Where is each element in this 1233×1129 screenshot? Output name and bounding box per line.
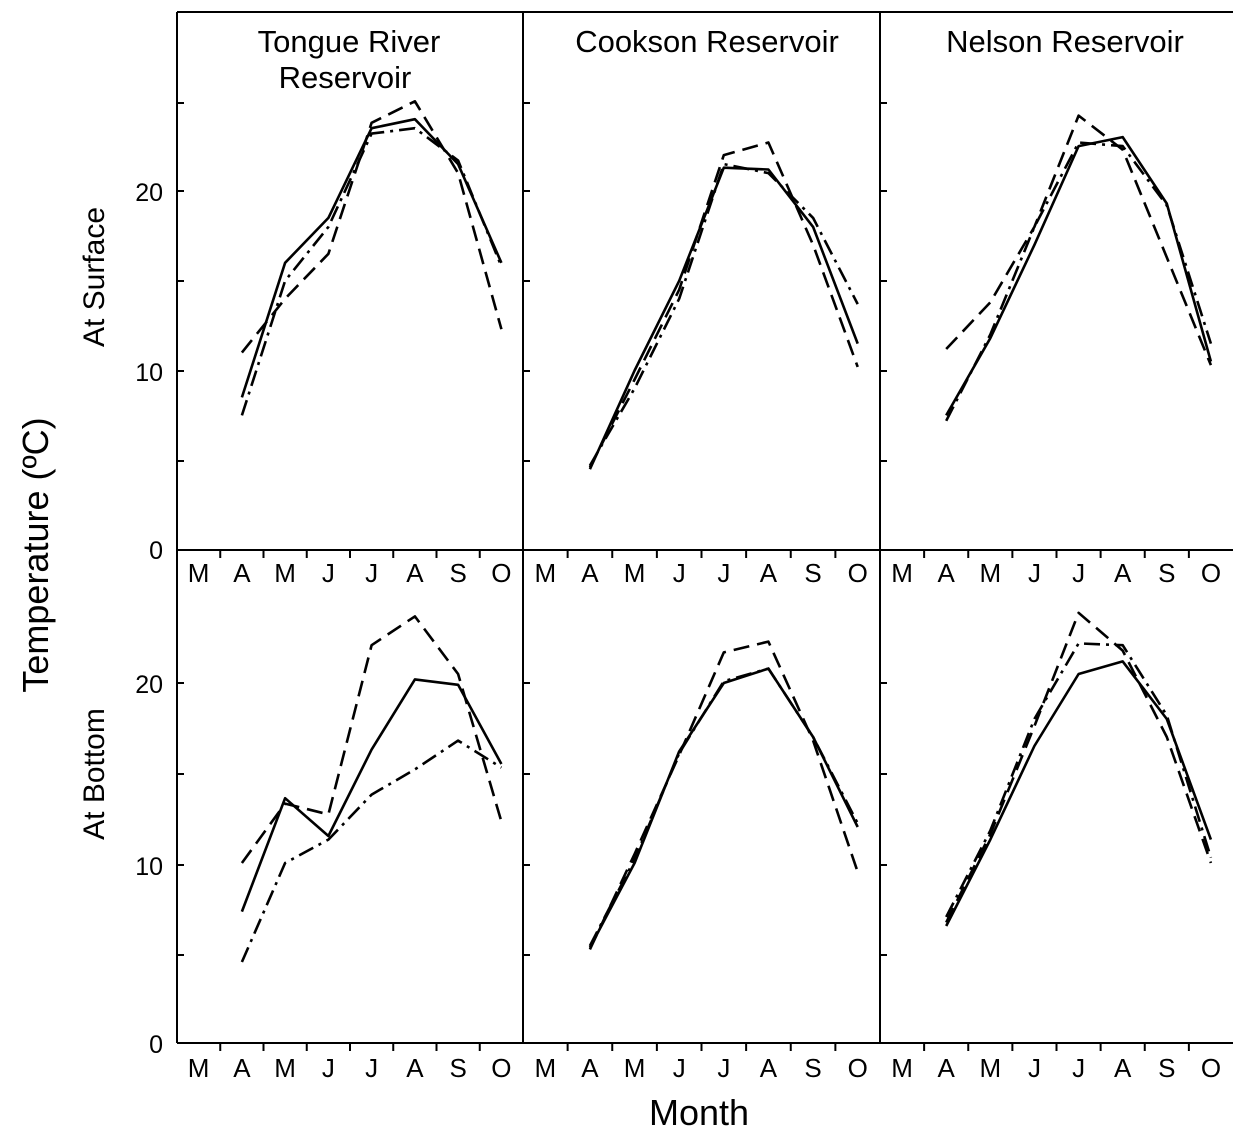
series-line-dash-dot (945, 141, 1213, 422)
panel-title-cookson: Cookson Reservoir (575, 24, 839, 59)
series-line-solid (588, 166, 859, 470)
labels: M A M J J A S O M A M J J A S O M A M J J A S OM A M J J A S O M A M J J A S O… (188, 558, 1221, 1083)
month-tick-label: O (491, 1053, 511, 1083)
month-tick-label: A (760, 558, 778, 588)
series-line-solid (240, 117, 503, 398)
month-tick-label: M (624, 558, 646, 588)
month-tick-label: M (624, 1053, 646, 1083)
month-tick-label: J (1028, 558, 1041, 588)
month-tick-label: J (365, 558, 378, 588)
series-line-solid (945, 660, 1213, 927)
month-tick-label: M (979, 1053, 1001, 1083)
series-line-dash-dot (588, 162, 859, 467)
month-tick-label: J (717, 1053, 730, 1083)
month-tick-label: J (717, 558, 730, 588)
month-tick-label: M (891, 1053, 913, 1083)
series-line-dash-dot (588, 667, 859, 947)
panel-title-tongue-line1: Tongue River (258, 24, 441, 59)
month-tick-label: A (406, 1053, 424, 1083)
y-axis-label: Temperature (ºC) (15, 417, 56, 692)
y-tick-label-bottom-0: 0 (149, 1031, 163, 1059)
month-tick-label: S (1158, 1053, 1175, 1083)
month-tick-label: S (804, 558, 821, 588)
series-lines (240, 100, 1213, 963)
month-tick-label: O (848, 558, 868, 588)
series-line-dashed (240, 615, 503, 864)
month-tick-label: A (406, 558, 424, 588)
month-tick-label: S (804, 1053, 821, 1083)
month-tick-label: A (938, 1053, 956, 1083)
month-tick-label: A (233, 558, 251, 588)
month-tick-label: J (1028, 1053, 1041, 1083)
y-tick-label-bottom-10: 10 (135, 853, 163, 881)
series-line-dashed (240, 100, 503, 354)
month-tick-label: M (274, 1053, 296, 1083)
month-tick-label: O (1201, 1053, 1221, 1083)
month-tick-label: J (322, 558, 335, 588)
series-line-dashed (945, 611, 1213, 923)
series-line-dash-dot (240, 126, 503, 416)
row-label-bottom: At Bottom (78, 708, 111, 840)
month-tick-label: S (1158, 558, 1175, 588)
month-tick-label: A (233, 1053, 251, 1083)
series-line-solid (588, 667, 859, 949)
month-tick-label: M (188, 558, 210, 588)
month-tick-label: M (534, 558, 556, 588)
y-tick-label-surface-10: 10 (135, 359, 163, 387)
series-line-solid (945, 135, 1213, 417)
month-tick-label: O (491, 558, 511, 588)
panel-title-nelson: Nelson Reservoir (946, 24, 1184, 59)
series-line-dashed (588, 141, 859, 468)
month-tick-label: J (673, 558, 686, 588)
month-tick-label: J (1072, 558, 1085, 588)
month-tick-label: J (673, 1053, 686, 1083)
series-line-dash-dot (240, 739, 503, 963)
month-tick-label: J (322, 1053, 335, 1083)
series-line-dash-dot (945, 642, 1213, 918)
panel-title-tongue-line2: Reservoir (279, 60, 412, 95)
month-tick-label: S (449, 1053, 466, 1083)
month-tick-label: M (188, 1053, 210, 1083)
month-tick-label: M (979, 558, 1001, 588)
month-tick-label: O (848, 1053, 868, 1083)
y-tick-label-surface-0: 0 (149, 537, 163, 565)
tick-marks (177, 102, 1190, 1051)
month-tick-label: M (274, 558, 296, 588)
month-tick-label: A (1114, 1053, 1132, 1083)
month-tick-label: A (581, 558, 599, 588)
month-tick-label: A (938, 558, 956, 588)
month-tick-label: S (449, 558, 466, 588)
month-tick-label: J (365, 1053, 378, 1083)
figure-frame (176, 11, 1233, 1044)
row-label-surface: At Surface (78, 207, 111, 347)
series-line-dashed (588, 640, 859, 950)
month-tick-label: A (760, 1053, 778, 1083)
month-tick-label: M (891, 558, 913, 588)
month-tick-label: A (1114, 558, 1132, 588)
month-tick-label: O (1201, 558, 1221, 588)
series-line-dashed (945, 114, 1213, 366)
series-line-solid (240, 678, 503, 913)
month-tick-label: J (1072, 1053, 1085, 1083)
month-tick-label: M (534, 1053, 556, 1083)
y-tick-label-bottom-20: 20 (135, 671, 163, 699)
y-tick-label-surface-20: 20 (135, 179, 163, 207)
x-axis-label: Month (649, 1092, 749, 1129)
month-tick-label: A (581, 1053, 599, 1083)
